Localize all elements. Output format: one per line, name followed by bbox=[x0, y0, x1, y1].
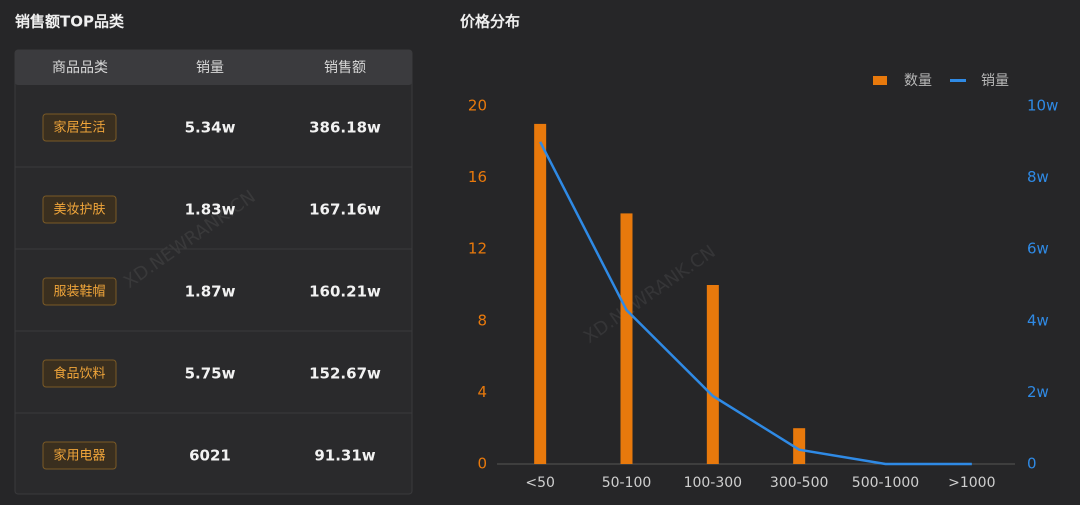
sales-volume: 1.83w bbox=[185, 201, 236, 219]
y2-tick-label: 8w bbox=[1027, 168, 1049, 186]
category-tag bbox=[42, 113, 117, 142]
sales-volume: 5.75w bbox=[185, 365, 236, 383]
y-tick-label: 12 bbox=[468, 240, 487, 258]
chart-title: 价格分布 bbox=[460, 13, 520, 31]
x-tick-label: 100-300 bbox=[684, 475, 743, 491]
sales-volume: 5.34w bbox=[185, 119, 236, 137]
sales-amount: 152.67w bbox=[309, 365, 381, 383]
sales-amount: 167.16w bbox=[309, 201, 381, 219]
x-tick-label: <50 bbox=[525, 475, 555, 491]
sales-volume: 6021 bbox=[189, 447, 231, 465]
column-header: 销售额 bbox=[324, 60, 366, 76]
category-label: 服装鞋帽 bbox=[53, 284, 105, 300]
y-tick-label: 0 bbox=[477, 455, 487, 473]
sales-line bbox=[539, 141, 972, 466]
x-tick-label: >1000 bbox=[948, 475, 995, 491]
sales-amount: 91.31w bbox=[314, 447, 375, 465]
column-header: 销量 bbox=[196, 60, 224, 76]
x-tick-label: 50-100 bbox=[602, 475, 652, 491]
column-header: 商品品类 bbox=[52, 60, 108, 76]
category-label: 美妆护肤 bbox=[53, 203, 105, 218]
bar bbox=[620, 213, 633, 464]
category-tag bbox=[42, 441, 117, 470]
legend-swatch bbox=[873, 76, 887, 85]
legend-label: 数量 bbox=[904, 73, 932, 89]
category-tag bbox=[42, 277, 117, 306]
y2-tick-label: 10w bbox=[1027, 97, 1058, 115]
sales-amount: 160.21w bbox=[309, 283, 381, 301]
category-tag bbox=[42, 359, 117, 388]
y2-tick-label: 4w bbox=[1027, 311, 1049, 329]
panel-title: 销售额TOP品类 bbox=[15, 13, 125, 31]
legend-label: 销量 bbox=[981, 73, 1009, 89]
table-header bbox=[15, 50, 412, 85]
y-tick-label: 16 bbox=[468, 168, 487, 186]
x-tick-label: 500-1000 bbox=[852, 475, 919, 491]
category-label: 家居生活 bbox=[53, 120, 105, 136]
y2-tick-label: 6w bbox=[1027, 240, 1049, 258]
bar bbox=[706, 285, 719, 464]
sales-amount: 386.18w bbox=[309, 119, 381, 137]
category-label: 食品饮料 bbox=[53, 366, 105, 382]
bar bbox=[793, 428, 806, 464]
bar bbox=[534, 123, 547, 465]
category-label: 家用电器 bbox=[53, 448, 105, 464]
y-tick-label: 8 bbox=[477, 311, 487, 329]
y-tick-label: 4 bbox=[477, 383, 487, 401]
y2-tick-label: 2w bbox=[1027, 383, 1049, 401]
x-tick-label: 300-500 bbox=[770, 475, 829, 491]
y-tick-label: 20 bbox=[468, 97, 487, 115]
sales-volume: 1.87w bbox=[185, 283, 236, 301]
category-tag bbox=[42, 195, 117, 224]
y2-tick-label: 0 bbox=[1027, 455, 1037, 473]
